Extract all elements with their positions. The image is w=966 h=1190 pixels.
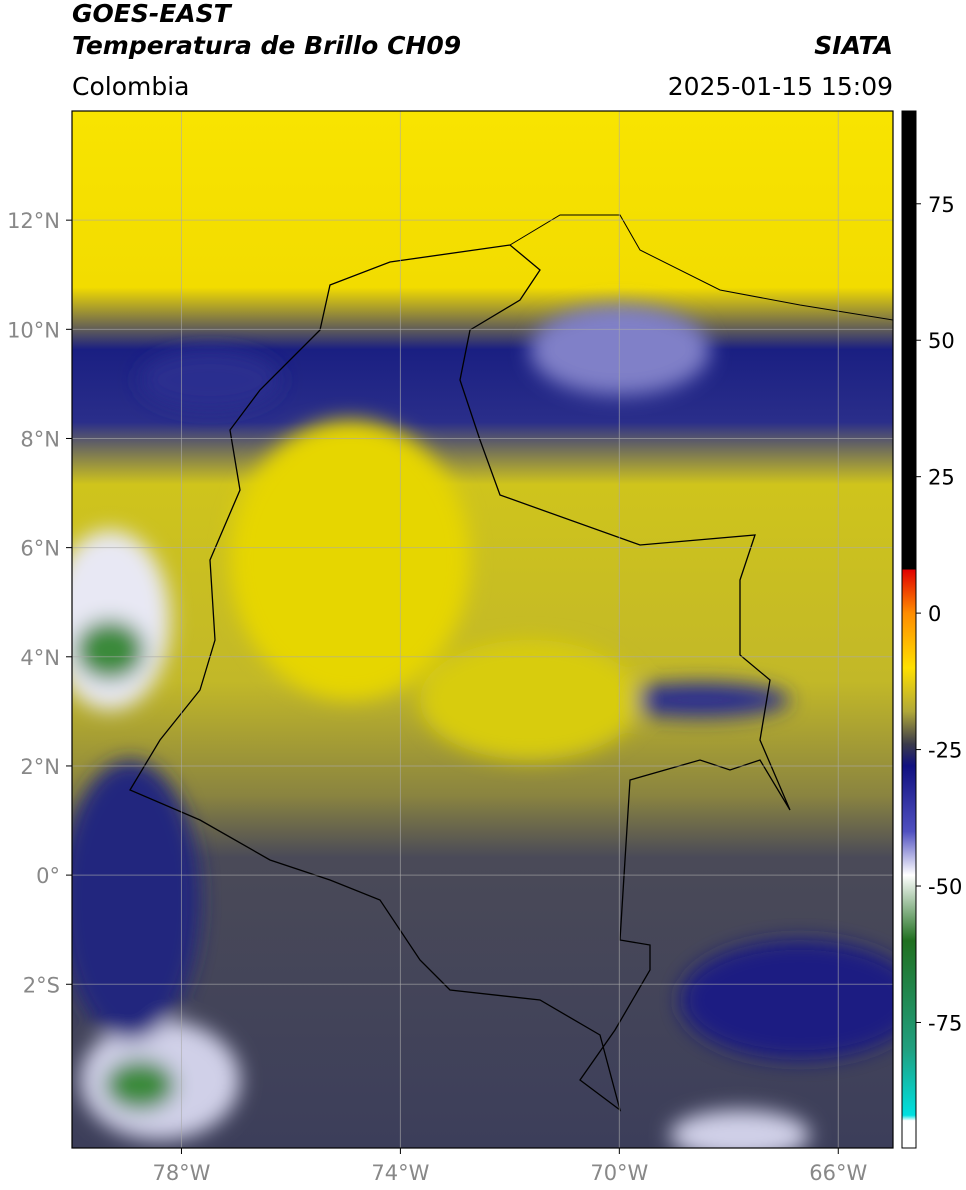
- country-border: [129, 244, 791, 1112]
- y-tick-label: 0°: [36, 864, 60, 888]
- source: SIATA: [814, 31, 893, 60]
- x-tick-label: 74°W: [371, 1161, 429, 1185]
- y-tick-label: 8°N: [20, 427, 60, 451]
- colorbar-tick-label: 0: [928, 602, 941, 626]
- x-tick-label: 66°W: [809, 1161, 867, 1185]
- y-tick-label: 4°N: [20, 646, 60, 670]
- colorbar-tick-label: -50: [928, 875, 962, 899]
- satellite-image: [72, 111, 893, 1148]
- colorbar-tick-label: 75: [928, 193, 955, 217]
- colorbar-tick-label: -25: [928, 739, 962, 763]
- x-tick-label: 70°W: [590, 1161, 648, 1185]
- colorbar-tick-label: 25: [928, 466, 955, 490]
- map-frame: [71, 110, 894, 1149]
- y-tick-label: 10°N: [7, 318, 60, 342]
- datetime: 2025-01-15 15:09: [668, 72, 893, 101]
- product: Temperatura de Brillo CH09: [72, 31, 461, 60]
- y-tick-label: 2°S: [23, 973, 60, 997]
- y-tick-label: 2°N: [20, 755, 60, 779]
- graticule: [72, 111, 893, 1148]
- colorbar-tick-label: 50: [928, 329, 955, 353]
- y-tick-label: 12°N: [7, 209, 60, 233]
- x-tick-label: 78°W: [152, 1161, 210, 1185]
- region: Colombia: [72, 72, 189, 101]
- colorbar: [901, 110, 917, 1149]
- y-tick-label: 6°N: [20, 537, 60, 561]
- colorbar-tick-label: -75: [928, 1011, 962, 1035]
- satellite: GOES-EAST: [72, 0, 233, 28]
- coastline: [509, 214, 893, 321]
